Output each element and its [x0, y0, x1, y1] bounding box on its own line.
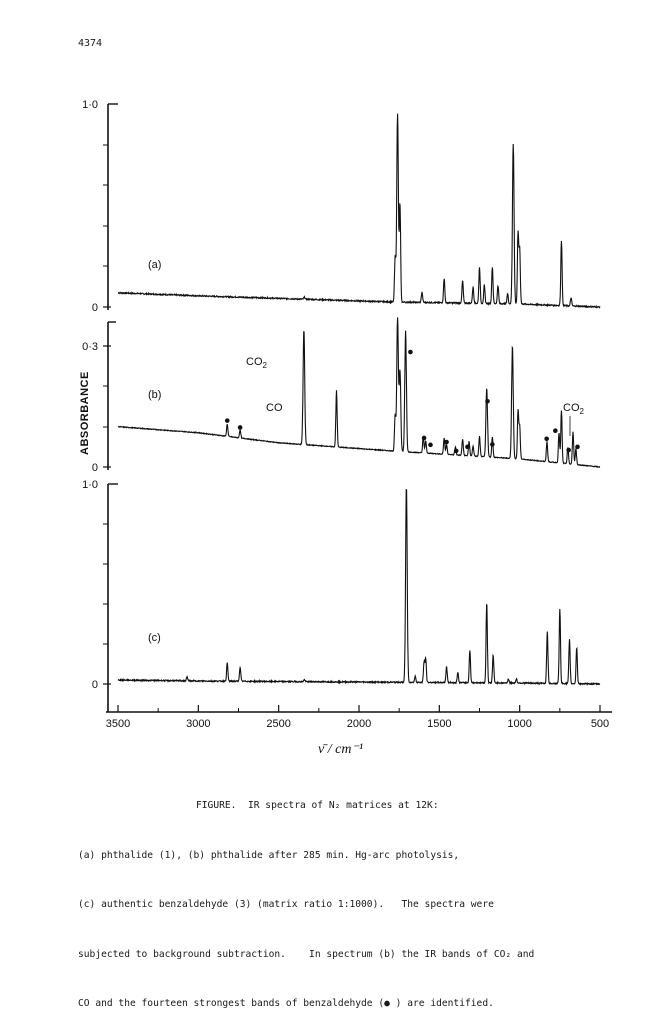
x-tick-label-1000: 1000 [507, 718, 531, 730]
x-axis-label: ν̄ / cm⁻¹ [318, 742, 363, 757]
panel-b-benzaldehyde-markers [224, 349, 580, 454]
panel-a-ytick-zero: 0 [92, 302, 98, 314]
panel-b-ytick-zero: 0 [92, 462, 98, 474]
panel-c-axes: 1·0 0 (c) [82, 479, 601, 712]
panel-c-ytick-zero: 0 [92, 679, 98, 691]
x-tick-label-500: 500 [591, 718, 609, 730]
benzaldehyde-band-dot-10 [490, 442, 495, 447]
panel-a-axes: 1·0 0 (a) [82, 99, 601, 314]
benzaldehyde-band-dot-6 [444, 439, 449, 445]
benzaldehyde-band-dot-8 [465, 444, 470, 450]
y-axis-label: ABSORBANCE [79, 371, 91, 455]
benzaldehyde-band-dot-3 [408, 349, 413, 355]
panel-b-annotation-co2-right: CO2 [563, 402, 585, 416]
x-tick-label-1500: 1500 [427, 718, 451, 730]
x-axis: 3500 3000 2500 2000 1500 1000 500 ν̄ / cm⁻¹ [106, 705, 612, 757]
ir-spectra-figure: 1·0 0 (a) 0·3 0 (b) CO2 CO CO2 1·0 0 (c) [79, 99, 612, 757]
caption-line-1: FIGURE. IR spectra of N₂ matrices at 12K… [196, 800, 439, 811]
panel-a-label: (a) [148, 259, 161, 271]
panel-b-axes: 0·3 0 (b) CO2 CO CO2 [82, 317, 601, 474]
benzaldehyde-band-dot-12 [553, 428, 558, 434]
panel-b-ytick-top: 0·3 [82, 341, 98, 353]
panel-b-annotation-co2-left: CO2 [246, 356, 268, 370]
x-tick-label-2500: 2500 [266, 718, 290, 730]
panel-c-label: (c) [148, 632, 161, 644]
benzaldehyde-band-dot-2 [237, 425, 243, 430]
caption-line-5: CO and the fourteen strongest bands of b… [78, 998, 494, 1009]
panel-b-spectrum-line [117, 317, 601, 468]
panel-c-spectrum-line [117, 488, 601, 687]
benzaldehyde-band-dot-4 [421, 435, 427, 441]
panel-a-ytick-top: 1·0 [82, 99, 98, 111]
x-tick-label-3000: 3000 [186, 718, 210, 730]
benzaldehyde-band-dot-14 [575, 444, 580, 450]
panel-a-spectrum-line [117, 113, 601, 309]
benzaldehyde-band-dot-13 [566, 447, 571, 453]
benzaldehyde-band-dot-1 [224, 418, 230, 423]
benzaldehyde-band-dot-11 [544, 436, 549, 442]
panel-b-annotation-co: CO [266, 402, 283, 414]
page-number: 4374 [78, 38, 103, 49]
caption-line-2: (a) phthalide (1), (b) phthalide after 2… [78, 849, 460, 861]
benzaldehyde-band-dot-5 [428, 442, 433, 448]
benzaldehyde-band-dot-9 [485, 398, 490, 404]
panel-b-label: (b) [148, 389, 161, 401]
caption-line-3: (c) authentic benzaldehyde (3) (matrix r… [78, 899, 494, 910]
x-tick-label-3500: 3500 [106, 718, 130, 730]
benzaldehyde-band-dot-7 [453, 448, 459, 454]
x-tick-label-2000: 2000 [347, 718, 371, 730]
panel-c-ytick-top: 1·0 [82, 479, 98, 491]
caption-line-4: subjected to background subtraction. In … [78, 948, 535, 960]
figure-caption: FIGURE. IR spectra of N₂ matrices at 12K… [78, 765, 638, 1029]
